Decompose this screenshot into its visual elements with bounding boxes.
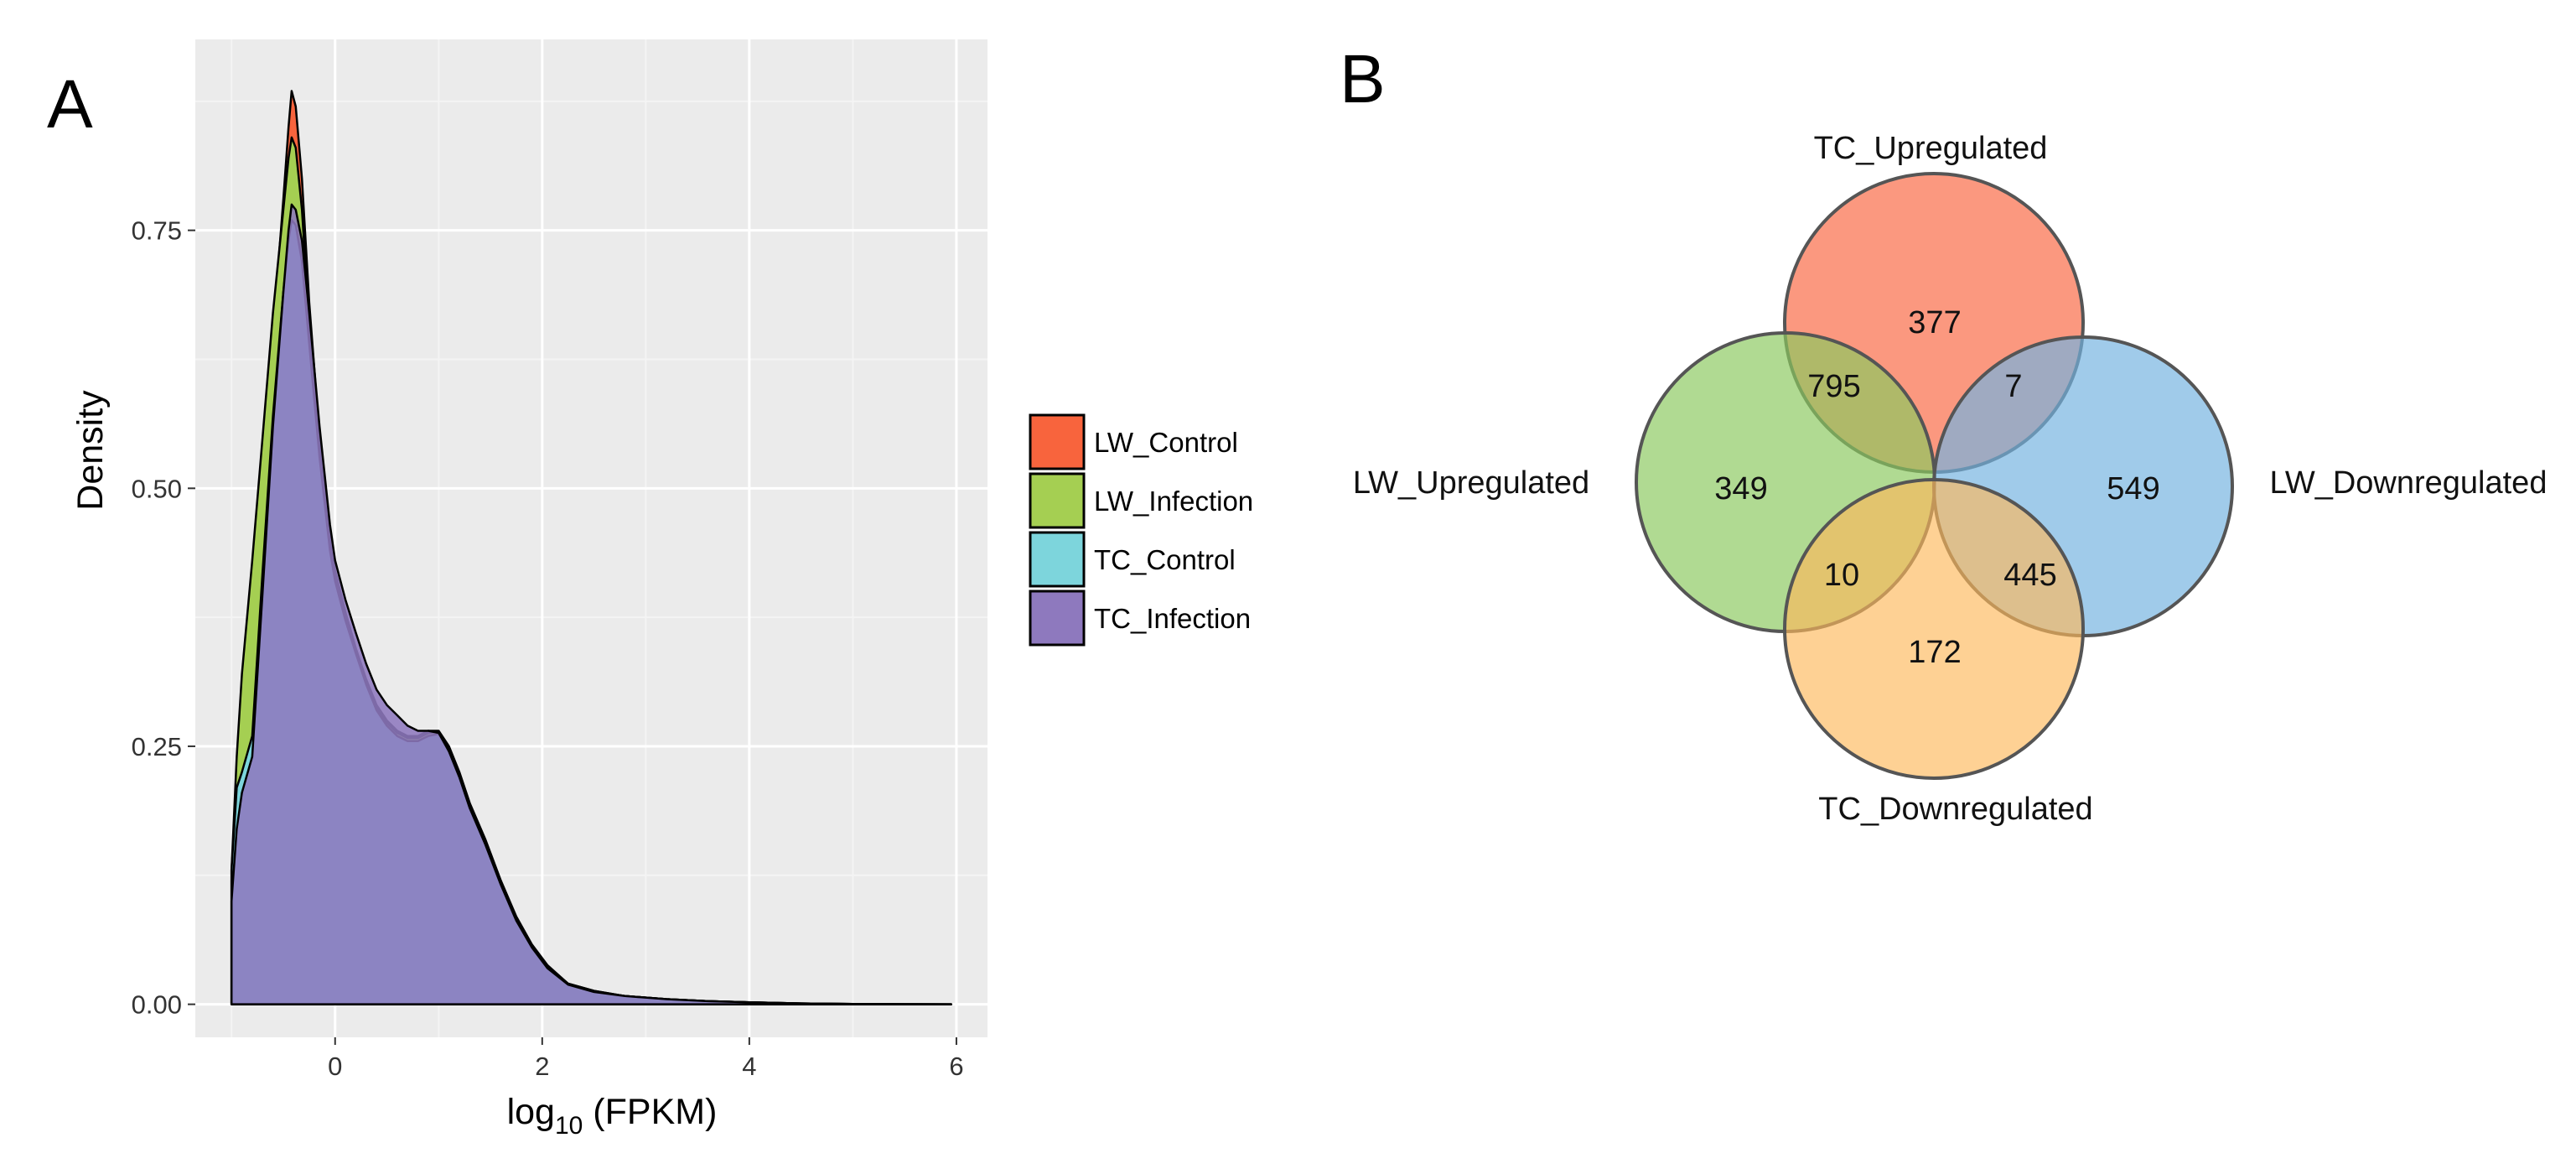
x-axis-title: log10 (FPKM) (507, 1092, 718, 1140)
venn-count-lw-down-tc-down: 445 (2003, 558, 2056, 593)
legend-label-lw-control: LW_Control (1094, 427, 1238, 458)
x-tick-label: 2 (535, 1052, 549, 1081)
y-tick-label: 0.25 (132, 732, 182, 761)
venn-count-lw-up-tc-down: 10 (1824, 558, 1859, 593)
y-axis-ticks: 0.00 0.25 0.50 0.75 (132, 216, 195, 1020)
venn-label-lw-upregulated: LW_Upregulated (1353, 465, 1589, 501)
density-plot: 0 2 4 6 0.00 0.25 0.50 0.75 log10 (FPKM) Densi… (70, 39, 987, 1140)
legend-swatch-tc-control (1029, 531, 1086, 588)
venn-count-lw-up-only: 349 (1714, 471, 1767, 506)
venn-count-tc-down-only: 172 (1908, 635, 1961, 670)
venn-count-lw-down-only: 549 (2107, 471, 2159, 506)
venn-diagram: TC_Upregulated LW_Upregulated LW_Downreg… (1353, 131, 2547, 827)
venn-circle-tc-downregulated (1783, 478, 2085, 780)
major-gridlines (195, 39, 987, 1037)
y-tick-label: 0.00 (132, 990, 182, 1020)
legend: LW_Control LW_Infection TC_Control TC_Infec… (1029, 413, 1253, 647)
x-tick-label: 6 (949, 1052, 963, 1081)
x-axis-ticks: 0 2 4 6 (328, 1037, 964, 1081)
panel-b-label: B (1340, 41, 1386, 117)
y-axis-title: Density (70, 390, 111, 511)
legend-swatch-lw-infection (1029, 472, 1086, 529)
venn-count-tc-up-lw-down: 7 (2004, 369, 2022, 404)
minor-gridlines (195, 39, 987, 1037)
y-tick-label: 0.75 (132, 216, 182, 246)
legend-swatch-tc-infection (1029, 590, 1086, 647)
venn-count-tc-up-lw-up: 795 (1807, 369, 1860, 404)
legend-swatch-lw-control (1029, 413, 1086, 470)
x-tick-label: 0 (328, 1052, 342, 1081)
venn-count-tc-up-only: 377 (1908, 305, 1961, 340)
venn-label-tc-downregulated: TC_Downregulated (1818, 792, 2092, 827)
legend-label-tc-infection: TC_Infection (1094, 603, 1251, 634)
y-tick-label: 0.50 (132, 474, 182, 503)
legend-label-lw-infection: LW_Infection (1094, 486, 1253, 517)
density-area-tc-infection (230, 203, 953, 1005)
panel-a-label: A (47, 66, 93, 143)
x-tick-label: 4 (742, 1052, 756, 1081)
density-areas (230, 90, 953, 1005)
venn-label-lw-downregulated: LW_Downregulated (2270, 465, 2547, 501)
legend-label-tc-control: TC_Control (1094, 544, 1236, 575)
venn-label-tc-upregulated: TC_Upregulated (1814, 131, 2048, 166)
